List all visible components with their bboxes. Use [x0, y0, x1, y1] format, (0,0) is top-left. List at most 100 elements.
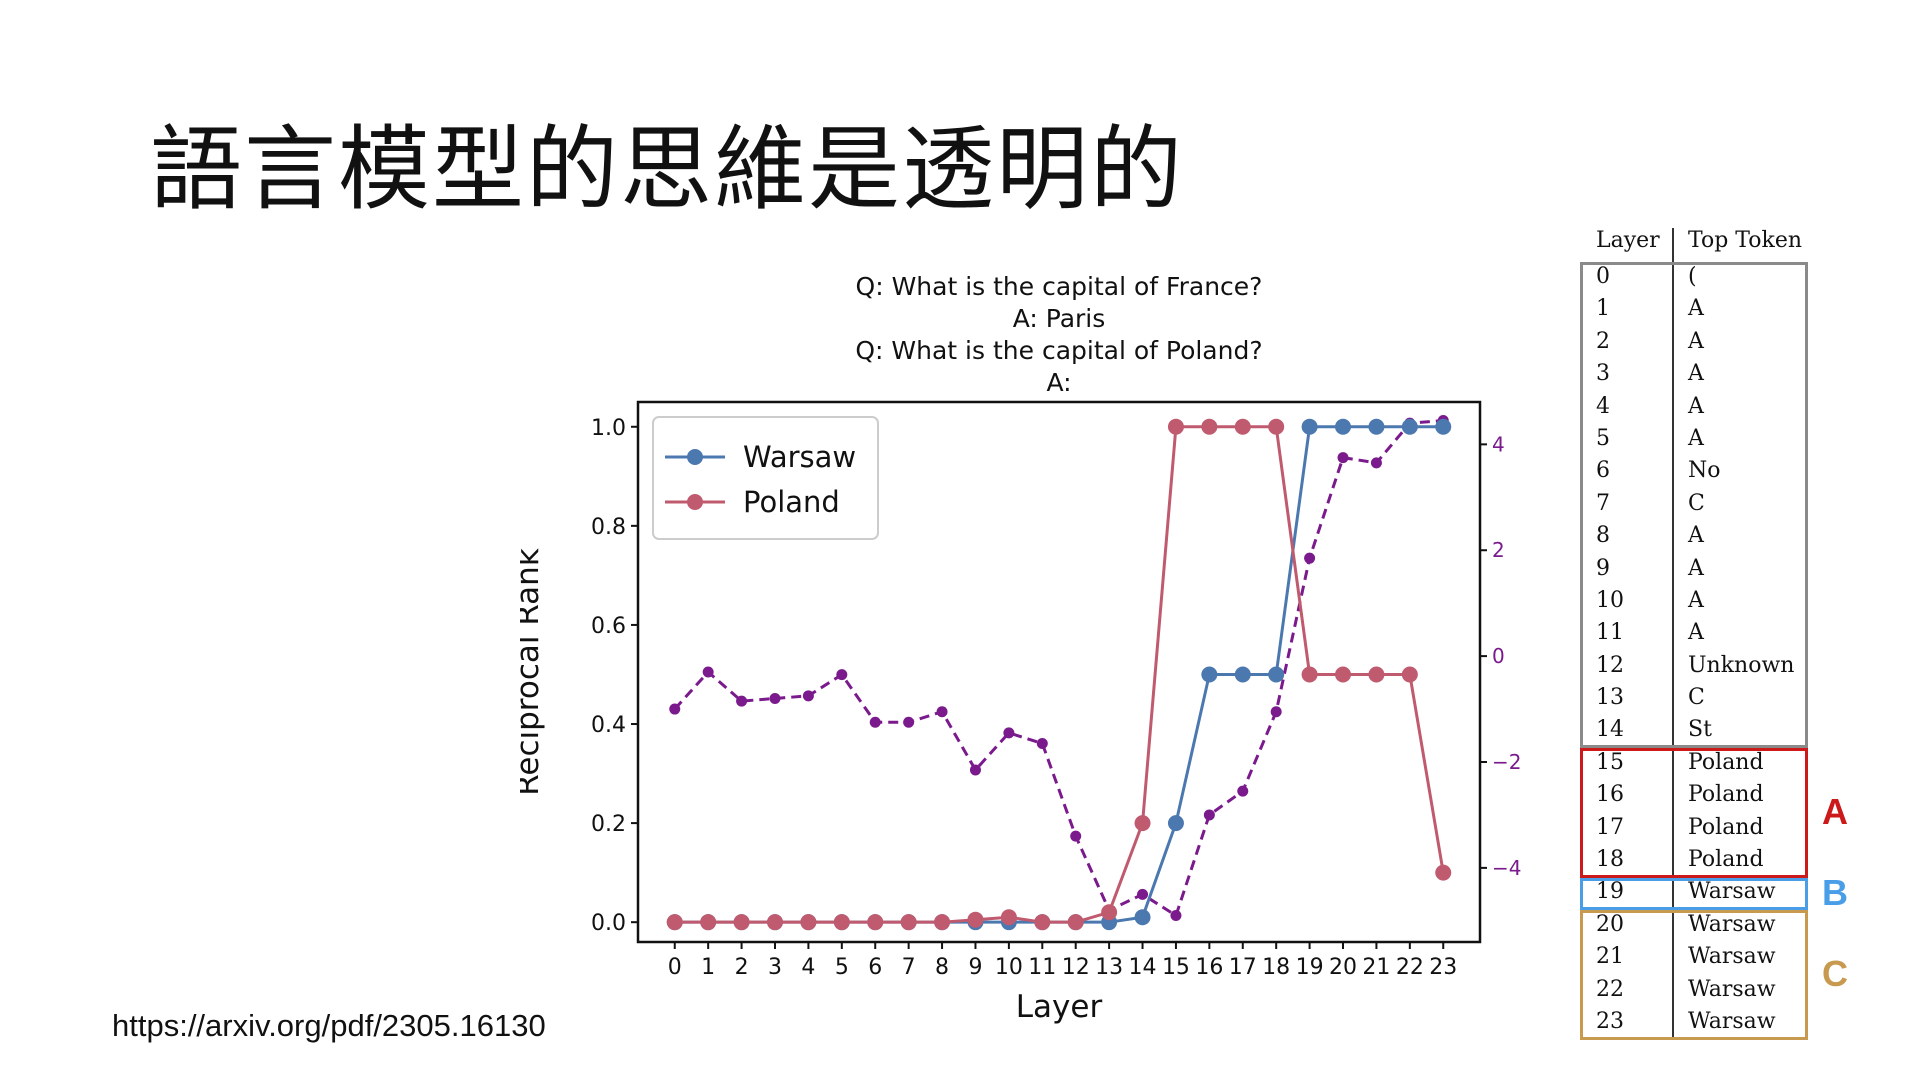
y-tick-label: 0.0 — [591, 911, 626, 936]
data-point-poland — [867, 914, 884, 931]
cell-top-token: No — [1688, 458, 1721, 484]
data-point-poland — [1000, 909, 1017, 926]
cell-layer: 15 — [1596, 749, 1624, 775]
table-row: 23 Warsaw — [1580, 1007, 1830, 1039]
x-tick-label: 23 — [1429, 955, 1457, 980]
data-point-poland — [967, 911, 984, 928]
x-tick-label: 7 — [902, 955, 916, 980]
data-point-logit-difference — [1203, 809, 1215, 821]
cell-top-token: Unknown — [1688, 652, 1795, 678]
table-row: 16 Poland — [1580, 780, 1830, 812]
cell-layer: 14 — [1596, 717, 1624, 743]
cell-top-token: Poland — [1688, 847, 1764, 873]
data-point-logit-difference — [1070, 830, 1082, 842]
data-point-warsaw — [1134, 909, 1151, 926]
cell-top-token: Warsaw — [1688, 879, 1776, 905]
data-point-warsaw — [1401, 418, 1418, 435]
line-chart: Q: What is the capital of France? A: Pari… — [510, 272, 1576, 1025]
data-point-poland — [700, 914, 717, 931]
x-tick-label: 11 — [1028, 955, 1056, 980]
cell-layer: 12 — [1596, 652, 1624, 678]
data-point-logit-difference — [736, 695, 748, 707]
y-tick-label: 0.6 — [591, 614, 626, 639]
x-tick-label: 12 — [1062, 955, 1090, 980]
y2-tick-label: 4 — [1492, 432, 1505, 456]
cell-layer: 16 — [1596, 782, 1624, 808]
cell-top-token: A — [1688, 425, 1704, 451]
x-tick-label: 4 — [801, 955, 815, 980]
cell-layer: 23 — [1596, 1008, 1624, 1034]
cell-top-token: C — [1688, 685, 1705, 711]
cell-layer: 9 — [1596, 555, 1610, 581]
x-tick-label: 15 — [1162, 955, 1190, 980]
x-tick-label: 9 — [968, 955, 982, 980]
y2-tick-label: 0 — [1492, 644, 1505, 668]
data-point-logit-difference — [1337, 452, 1349, 464]
cell-layer: 17 — [1596, 814, 1624, 840]
table-header: Layer Top Token — [1580, 228, 1830, 262]
x-tick-label: 19 — [1296, 955, 1324, 980]
chart-title-line: Q: What is the capital of France? — [856, 272, 1263, 301]
chart: Q: What is the capital of France? A: Pari… — [510, 260, 1576, 1060]
data-point-poland — [934, 914, 951, 931]
data-point-poland — [1067, 914, 1084, 931]
legend-label-warsaw: Warsaw — [743, 440, 856, 474]
header-layer: Layer — [1596, 228, 1660, 253]
data-point-warsaw — [1301, 418, 1318, 435]
cell-layer: 2 — [1596, 328, 1610, 354]
legend-label-poland: Poland — [743, 485, 840, 519]
cell-layer: 3 — [1596, 361, 1610, 387]
group-label-b: B — [1822, 871, 1848, 913]
data-point-logit-difference — [903, 716, 915, 728]
data-point-poland — [1034, 914, 1051, 931]
y2-tick-label: 2 — [1492, 538, 1505, 562]
data-point-warsaw — [1368, 418, 1385, 435]
table-row: 17 Poland — [1580, 813, 1830, 845]
cell-top-token: ( — [1688, 264, 1697, 289]
data-point-poland — [1201, 418, 1218, 435]
cell-top-token: A — [1688, 555, 1704, 581]
table-row: 15 Poland — [1580, 748, 1830, 780]
x-tick-label: 20 — [1329, 955, 1357, 980]
data-point-poland — [1268, 418, 1285, 435]
data-point-warsaw — [1234, 666, 1251, 683]
y2-tick-label: −4 — [1492, 856, 1521, 880]
cell-layer: 0 — [1596, 264, 1610, 289]
data-point-poland — [800, 914, 817, 931]
group-box-default — [1580, 262, 1808, 748]
group-label-c: C — [1822, 952, 1848, 994]
cell-layer: 18 — [1596, 847, 1624, 873]
data-point-logit-difference — [769, 692, 781, 704]
y-tick-label: 0.8 — [591, 515, 626, 540]
group-box-c — [1580, 910, 1808, 1040]
data-point-logit-difference — [936, 706, 948, 718]
x-tick-label: 10 — [995, 955, 1023, 980]
x-tick-label: 22 — [1396, 955, 1424, 980]
cell-top-token: Warsaw — [1688, 911, 1776, 937]
table-row: 20 Warsaw — [1580, 910, 1830, 942]
table-row: 11 A — [1580, 618, 1830, 650]
table-row: 21 Warsaw — [1580, 942, 1830, 974]
cell-layer: 8 — [1596, 523, 1610, 549]
legend-swatch-marker — [687, 449, 703, 465]
data-point-poland — [1301, 666, 1318, 683]
data-point-poland — [1234, 418, 1251, 435]
cell-layer: 19 — [1596, 879, 1624, 905]
y-tick-label: 1.0 — [591, 416, 626, 441]
table-row: 0( — [1580, 262, 1830, 294]
cell-top-token: Warsaw — [1688, 1008, 1776, 1034]
data-point-poland — [1435, 864, 1452, 881]
y2-tick-label: −2 — [1492, 750, 1521, 774]
data-point-logit-difference — [702, 666, 714, 678]
cell-layer: 1 — [1596, 296, 1610, 322]
x-tick-label: 16 — [1195, 955, 1223, 980]
cell-layer: 4 — [1596, 393, 1610, 419]
data-point-poland — [1134, 815, 1151, 832]
cell-layer: 22 — [1596, 976, 1624, 1002]
data-point-poland — [1167, 418, 1184, 435]
source-link[interactable]: https://arxiv.org/pdf/2305.16130 — [112, 1008, 546, 1043]
